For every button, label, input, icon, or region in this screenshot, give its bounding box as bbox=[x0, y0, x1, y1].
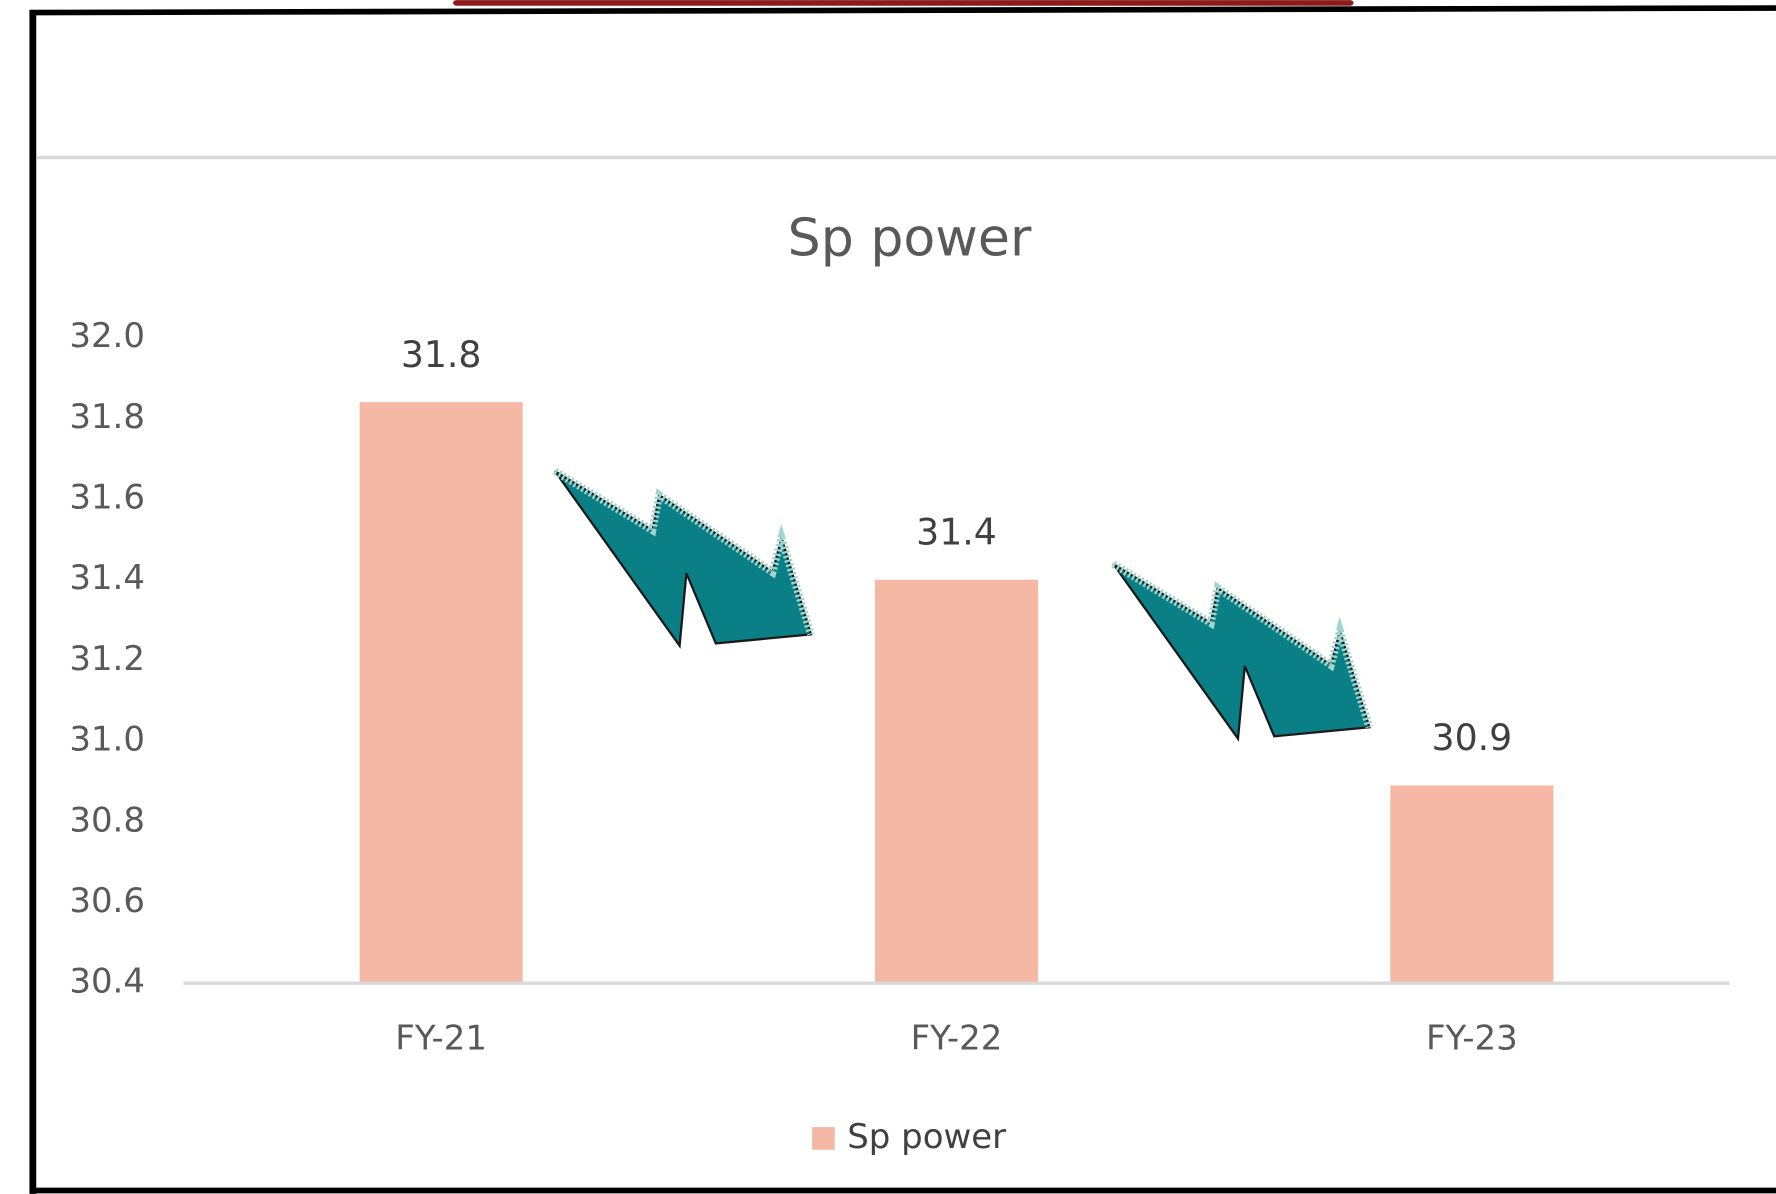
x-tick-label: FY-21 bbox=[395, 1018, 487, 1058]
frame-top bbox=[29, 5, 1776, 16]
y-tick-label: 30.6 bbox=[69, 881, 145, 921]
y-tick-label: 31.0 bbox=[69, 720, 145, 760]
bar bbox=[359, 402, 523, 984]
chart-title: Sp power bbox=[788, 208, 1032, 268]
legend-swatch bbox=[812, 1127, 835, 1150]
trend-arrow-edge bbox=[1111, 560, 1374, 729]
y-tick-label: 32.0 bbox=[69, 316, 145, 356]
decorations bbox=[552, 467, 1374, 742]
bar bbox=[874, 579, 1039, 984]
x-tick-label: FY-23 bbox=[1426, 1018, 1518, 1058]
x-tick-label: FY-22 bbox=[911, 1018, 1003, 1058]
y-tick-label: 31.6 bbox=[69, 478, 145, 518]
data-label: 31.4 bbox=[916, 510, 997, 553]
y-tick-label: 30.4 bbox=[69, 962, 145, 1002]
legend-label: Sp power bbox=[847, 1117, 1006, 1157]
y-tick-label: 31.4 bbox=[69, 558, 145, 598]
y-tick-label: 31.2 bbox=[69, 639, 145, 679]
trend-arrow-edge bbox=[552, 467, 815, 636]
top-tab bbox=[453, 0, 1354, 6]
y-tick-label: 31.8 bbox=[69, 397, 145, 437]
data-label: 31.8 bbox=[401, 333, 482, 376]
data-label: 30.9 bbox=[1432, 716, 1513, 759]
bar bbox=[1390, 785, 1554, 984]
y-tick-label: 30.8 bbox=[69, 800, 145, 840]
